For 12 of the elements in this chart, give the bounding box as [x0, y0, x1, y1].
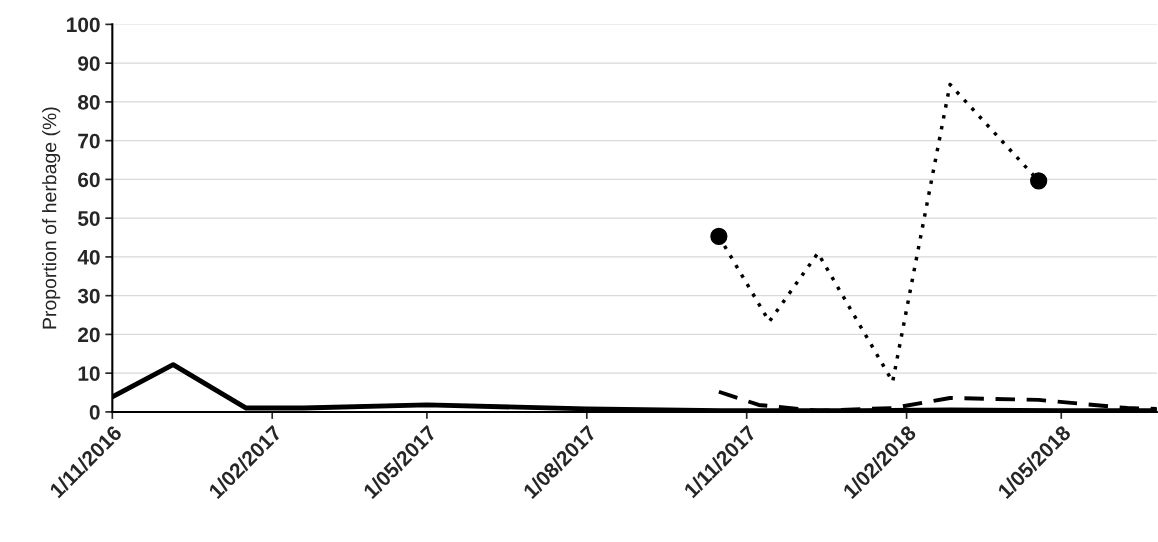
y-tick-label: 30: [77, 288, 100, 304]
y-tick-label: 50: [77, 211, 100, 226]
y-tick-label: 20: [78, 327, 100, 343]
y-tick-label: 60: [78, 172, 100, 188]
y-axis-title: Proportion of herbage (%): [42, 107, 61, 329]
y-tick-label: 100: [67, 17, 100, 33]
y-tick-label: 90: [78, 56, 100, 71]
y-tick-label: 10: [78, 366, 100, 381]
y-tick-label: 40: [77, 249, 100, 265]
y-tick-label: 70: [78, 133, 100, 149]
y-tick-label: 80: [78, 94, 100, 110]
y-tick-label: 0: [89, 404, 100, 420]
